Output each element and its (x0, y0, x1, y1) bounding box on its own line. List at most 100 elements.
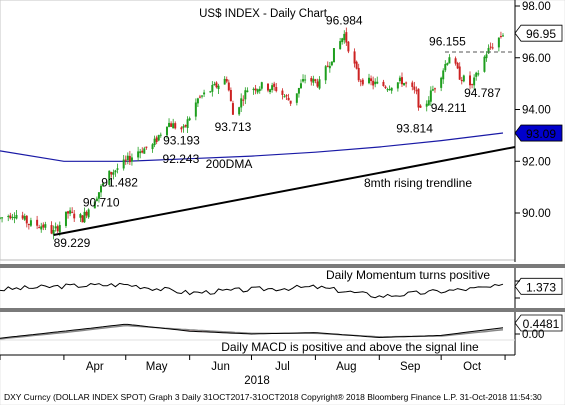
candle-body (182, 126, 185, 128)
candle-body (69, 210, 72, 214)
candle-body (475, 72, 478, 77)
candle-body (85, 211, 88, 216)
candle-body (471, 84, 474, 86)
candle-body (487, 48, 490, 54)
candle-body (328, 65, 331, 69)
candle-body (139, 151, 142, 154)
candle-body (153, 138, 156, 146)
candle-body (403, 83, 406, 86)
candle-body (469, 75, 472, 86)
footer-text: DXY Curncy (DOLLAR INDEX SPOT) Graph 3 D… (4, 392, 542, 402)
candle-body (491, 47, 494, 49)
macd-axis-ticks: 0.00 (515, 329, 544, 341)
candle-body (95, 198, 98, 202)
price-annotation: 96.155 (429, 35, 466, 49)
x-tick-label: Jun (211, 361, 230, 373)
x-axis-ticks: Apr May Jun Jul Aug Sep Oct (0, 355, 506, 373)
candle-body (71, 211, 74, 213)
candle-body (295, 93, 298, 103)
x-tick-label: Apr (86, 361, 104, 373)
price-annotation: 89.229 (54, 236, 91, 250)
value-tag: 96.95 (526, 27, 556, 41)
candle-body (100, 185, 103, 193)
candle-body (225, 79, 228, 82)
candle-body (489, 46, 492, 48)
candle-body (427, 100, 430, 106)
y-tick-label: 90.00 (522, 208, 551, 220)
candle-body (217, 85, 220, 89)
candle-body (433, 88, 436, 90)
candle-body (227, 82, 230, 91)
candle-body (97, 192, 100, 199)
candle-body (456, 62, 459, 69)
candle-body (7, 216, 10, 218)
candle-body (124, 159, 127, 161)
macd-label: Daily MACD is positive and above the sig… (221, 340, 479, 354)
candle-body (341, 38, 344, 43)
value-tag: 93.09 (526, 127, 556, 141)
candle-body (29, 220, 32, 226)
candle-body (42, 224, 45, 228)
candle-body (13, 217, 16, 219)
candle-body (260, 82, 263, 89)
candle-body (384, 86, 387, 89)
candle-body (27, 223, 30, 225)
candle-body (58, 225, 61, 233)
candle-body (502, 35, 504, 37)
candle-body (157, 135, 160, 141)
trendline-layer (53, 146, 516, 236)
value-tag-shape (514, 124, 563, 142)
candle-body (240, 98, 243, 108)
x-tick-label: Jul (275, 361, 290, 373)
x-tick-label: Oct (463, 361, 482, 373)
candle-body (429, 90, 432, 102)
candle-body (405, 82, 408, 84)
candle-body (108, 170, 111, 185)
candle-body (485, 54, 488, 59)
candle-body (67, 211, 70, 214)
candle-body (56, 226, 59, 232)
candle-body (186, 119, 189, 128)
candle-body (11, 216, 14, 218)
x-axis-year: 2018 (244, 375, 270, 387)
chart-title: US$ INDEX - Daily Chart (199, 8, 328, 20)
candle-body (460, 79, 463, 82)
candle-body (122, 159, 125, 169)
candle-body (110, 171, 113, 175)
candle-body (446, 63, 449, 65)
candle-body (215, 82, 218, 88)
macd-signal-line (0, 324, 504, 340)
y-tick-label: 92.00 (522, 156, 551, 168)
candle-body (93, 201, 96, 209)
price-annotation: 93.814 (396, 121, 433, 135)
candle-body (382, 81, 385, 87)
candle-body (258, 88, 261, 91)
candlestick-series (0, 27, 504, 240)
candle-body (170, 123, 173, 127)
candle-body (21, 215, 24, 219)
candle-body (172, 123, 175, 129)
candle-body (79, 214, 82, 218)
price-annotation: 91.482 (101, 176, 138, 190)
x-tick-label: Sep (400, 361, 420, 373)
candle-body (372, 80, 375, 86)
candle-body (194, 102, 197, 117)
candle-body (361, 79, 364, 85)
candle-body (347, 41, 350, 52)
candle-body (454, 58, 457, 64)
candle-body (425, 103, 428, 107)
candle-body (137, 151, 140, 158)
candle-body (168, 122, 171, 127)
candle-body (128, 155, 131, 163)
price-annotation: 90.710 (83, 196, 120, 210)
candle-body (244, 90, 247, 100)
candle-body (15, 214, 18, 219)
candle-body (473, 77, 476, 86)
candle-body (396, 82, 399, 89)
candle-body (209, 91, 212, 93)
price-annotation: 93.193 (163, 133, 200, 147)
candle-body (73, 213, 76, 219)
200dma-label: 200DMA (206, 157, 253, 171)
candle-body (198, 96, 201, 98)
candle-body (376, 81, 379, 84)
